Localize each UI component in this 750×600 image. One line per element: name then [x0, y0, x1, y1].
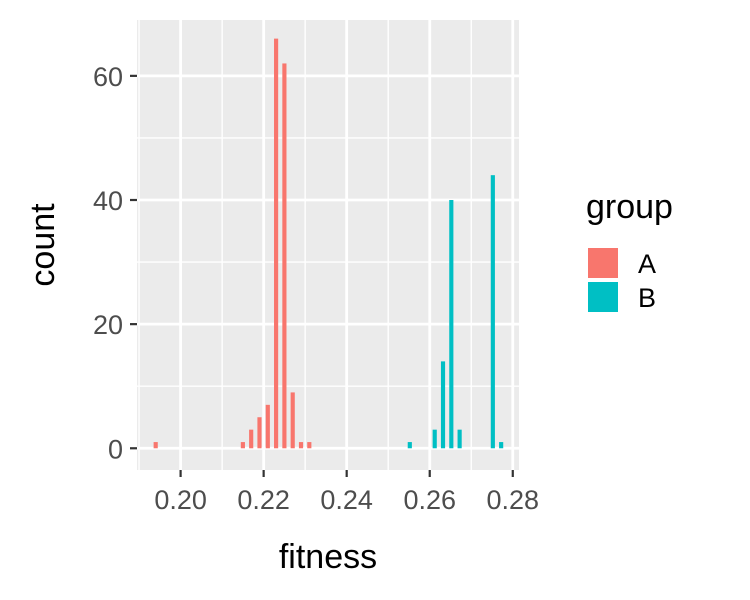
legend-entries: AB	[588, 248, 656, 313]
grid-lines	[137, 20, 519, 470]
plot-panel	[137, 20, 519, 470]
y-tick-label: 0	[108, 434, 123, 464]
legend-title: group	[586, 188, 673, 226]
histogram-bars	[153, 38, 504, 449]
legend-label-A: A	[638, 249, 656, 279]
x-tick-label: 0.26	[403, 485, 456, 515]
legend-key-B	[588, 282, 618, 312]
bar-A	[153, 442, 158, 449]
bar-B	[440, 361, 446, 449]
y-axis-title: count	[24, 203, 62, 287]
bar-A	[298, 442, 304, 449]
y-tick-label: 40	[93, 186, 123, 216]
bar-B	[449, 200, 454, 449]
axes: 0.20 0.22 0.24 0.26 0.28 0 20 40 60	[93, 62, 539, 515]
legend: group AB	[586, 188, 673, 313]
x-tick-label: 0.22	[237, 485, 290, 515]
legend-label-B: B	[638, 283, 656, 313]
x-tick-label: 0.24	[320, 485, 373, 515]
bar-A	[274, 38, 279, 449]
bar-A	[249, 429, 254, 449]
legend-key-A	[588, 248, 618, 278]
bar-B	[499, 442, 504, 449]
bar-B	[490, 175, 495, 449]
bar-B	[432, 429, 437, 449]
bar-A	[257, 417, 262, 449]
y-tick-label: 60	[93, 62, 123, 92]
x-tick-label: 0.20	[154, 485, 207, 515]
bar-A	[290, 392, 295, 449]
bar-A	[265, 404, 270, 449]
bar-A	[240, 442, 245, 449]
y-tick-label: 20	[93, 310, 123, 340]
bar-A	[307, 442, 312, 449]
x-tick-label: 0.28	[486, 485, 539, 515]
x-axis-title: fitness	[279, 538, 377, 576]
bar-B	[407, 442, 412, 449]
bar-A	[282, 63, 287, 449]
bar-B	[457, 429, 462, 449]
